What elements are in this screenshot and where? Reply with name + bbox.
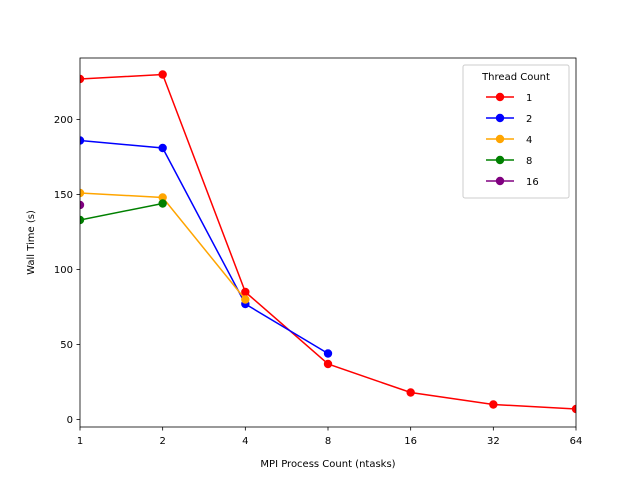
data-point-1-16: [406, 388, 415, 397]
series-4: [80, 188, 250, 304]
y-tick-label-0: 0: [67, 415, 73, 426]
x-tick-label-16: 16: [404, 436, 417, 447]
x-tick-label-4: 4: [242, 436, 248, 447]
y-tick-label-150: 150: [54, 190, 73, 201]
data-point-2-8: [323, 349, 333, 358]
x-tick-label-64: 64: [570, 436, 583, 447]
legend-box: [462, 64, 570, 199]
legend-label-2: 2: [526, 114, 532, 125]
series-line-2: [80, 139, 329, 355]
x-tick-label-32: 32: [487, 436, 500, 447]
data-point-8-2: [158, 199, 167, 208]
legend-item-16: 16: [486, 176, 539, 188]
y-tick-label-50: 50: [60, 340, 73, 351]
legend-title: Thread Count: [481, 72, 550, 83]
plot-area: [80, 70, 576, 414]
y-tick-label-100: 100: [54, 265, 73, 276]
series-line-8: [80, 202, 163, 221]
legend-marker-8: [495, 155, 505, 165]
data-point-1-32: [489, 400, 498, 409]
axes: 1 2 4 8 16 32 64 0 50 100 150 200: [54, 57, 583, 447]
series-2: [80, 136, 333, 358]
data-point-4-2: [158, 193, 167, 202]
data-point-4-4: [241, 295, 250, 304]
series-16: [80, 200, 85, 210]
data-point-1-2: [158, 70, 167, 79]
legend-item-2: 2: [486, 113, 532, 125]
series-8: [80, 199, 167, 225]
legend-item-4: 4: [486, 134, 532, 146]
y-tick-label-200: 200: [54, 115, 73, 126]
data-point-4-1: [80, 188, 85, 198]
data-point-2-1: [80, 136, 85, 145]
y-axis-label: Wall Time (s): [26, 210, 37, 275]
data-point-8-1: [80, 215, 85, 225]
legend-item-8: 8: [486, 155, 532, 167]
x-tick-label-2: 2: [159, 436, 165, 447]
series-1: [80, 70, 576, 414]
legend: Thread Count 1 2 4 8 16: [462, 64, 570, 199]
x-tick-label-1: 1: [77, 436, 83, 447]
legend-marker-4: [495, 134, 505, 144]
x-axis-label: MPI Process Count (ntasks): [260, 459, 395, 470]
legend-item-1: 1: [486, 92, 532, 104]
data-point-1-64: [571, 404, 576, 414]
legend-label-1: 1: [526, 93, 532, 104]
data-point-16-1: [80, 200, 85, 210]
x-tick-label-8: 8: [325, 436, 331, 447]
data-point-1-8: [323, 359, 333, 369]
legend-label-8: 8: [526, 156, 532, 167]
legend-label-4: 4: [526, 135, 532, 146]
legend-marker-2: [495, 113, 505, 123]
legend-label-16: 16: [526, 177, 539, 188]
data-point-1-4: [241, 287, 250, 297]
data-point-2-2: [158, 143, 167, 153]
data-point-1-1: [80, 74, 85, 84]
legend-marker-1: [495, 92, 505, 102]
legend-marker-16: [495, 176, 505, 186]
